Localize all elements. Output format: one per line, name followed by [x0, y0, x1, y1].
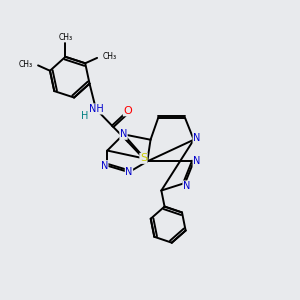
Text: N: N: [125, 167, 133, 177]
Text: CH₃: CH₃: [58, 33, 73, 42]
Text: N: N: [193, 156, 200, 166]
Text: N: N: [100, 161, 108, 171]
Text: NH: NH: [88, 104, 103, 114]
Text: O: O: [123, 106, 132, 116]
Text: N: N: [120, 129, 127, 139]
Text: CH₃: CH₃: [19, 60, 33, 69]
Text: CH₃: CH₃: [103, 52, 117, 61]
Text: H: H: [81, 110, 88, 121]
Text: N: N: [183, 181, 190, 191]
Text: N: N: [193, 133, 200, 143]
Text: S: S: [140, 153, 147, 163]
